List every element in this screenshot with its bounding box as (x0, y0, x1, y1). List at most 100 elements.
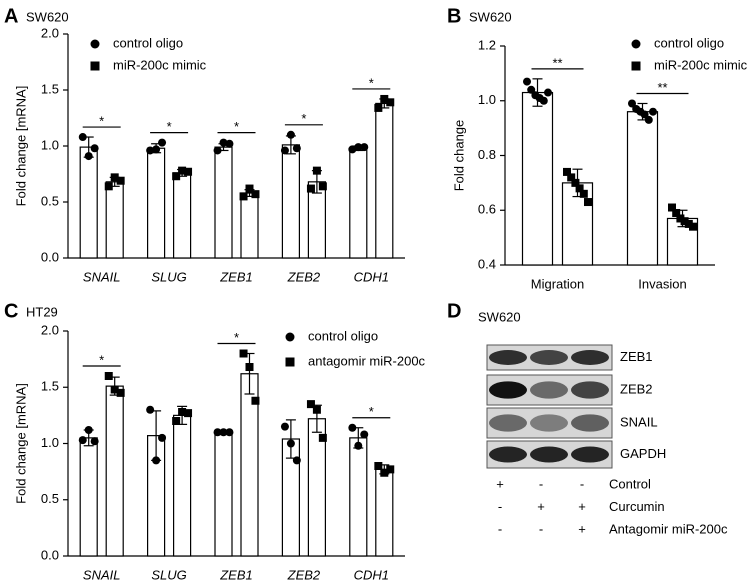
y-tick-label: 0.5 (41, 193, 59, 208)
data-point (245, 184, 254, 193)
data-point (318, 182, 327, 191)
panel-subtitle: HT29 (26, 304, 58, 319)
data-point (225, 139, 234, 148)
data-point (158, 433, 167, 442)
data-point (292, 144, 301, 153)
data-point (172, 417, 181, 425)
data-point (245, 363, 254, 371)
y-tick-label: 1.2 (478, 37, 496, 52)
data-point (90, 437, 99, 446)
data-point (84, 426, 93, 434)
blot-band (571, 381, 609, 399)
bar (173, 414, 192, 557)
bar (281, 144, 300, 259)
panel-label: B (447, 5, 461, 27)
data-point (225, 428, 234, 437)
bar (626, 111, 659, 266)
condition-mark: - (580, 476, 584, 491)
y-tick-label: 0.8 (478, 147, 496, 162)
data-point (292, 456, 301, 465)
condition-label: Antagomir miR-200c (609, 521, 728, 536)
data-point (374, 103, 383, 112)
data-point (649, 107, 657, 116)
legend-label: miR-200c mimic (113, 57, 207, 72)
blot-band (489, 414, 527, 432)
condition-mark: - (498, 499, 502, 514)
condition-mark: + (537, 499, 545, 514)
panel-subtitle: SW620 (469, 9, 512, 24)
data-point (628, 99, 636, 108)
blot-band (489, 381, 527, 399)
data-point (239, 349, 248, 358)
panel-subtitle: SW620 (478, 309, 521, 324)
legend-marker (631, 39, 641, 49)
significance-label: * (234, 119, 239, 134)
blot-band (571, 414, 609, 432)
y-tick-label: 1.0 (41, 435, 59, 450)
data-point (676, 214, 685, 223)
blot-band (530, 446, 568, 463)
data-point (178, 166, 187, 175)
data-point (84, 152, 93, 161)
x-tick-label: Invasion (638, 276, 686, 291)
data-point (354, 143, 363, 152)
data-point (527, 85, 536, 94)
bar (173, 172, 192, 259)
blot-band (489, 446, 527, 463)
y-axis-label: Fold change [mRNA] (13, 86, 28, 207)
data-point (640, 110, 649, 119)
x-tick-label: ZEB2 (287, 269, 321, 284)
data-point (219, 428, 228, 437)
data-point (571, 178, 580, 187)
significance-label: * (369, 404, 374, 419)
data-point (239, 192, 248, 201)
data-point (386, 465, 395, 474)
data-point (348, 423, 357, 432)
x-tick-label: SNAIL (83, 269, 121, 284)
blot-strip (486, 407, 613, 439)
x-tick-label: CDH1 (354, 269, 389, 284)
y-tick-label: 1.5 (41, 81, 59, 96)
data-point (668, 203, 676, 212)
data-point (374, 462, 383, 470)
legend-label: antagomir miR-200c (308, 353, 426, 368)
significance-label: * (99, 113, 104, 128)
condition-label: Control (609, 476, 651, 491)
blot-strip (486, 344, 613, 371)
condition-mark: - (539, 521, 543, 536)
data-point (689, 222, 697, 231)
data-point (178, 408, 187, 416)
legend-marker (90, 39, 100, 49)
data-point (544, 88, 552, 97)
data-point (312, 166, 321, 175)
bar (214, 146, 233, 259)
data-point (213, 146, 222, 155)
data-point (644, 115, 653, 124)
data-point (172, 172, 181, 181)
data-point (78, 133, 87, 142)
data-point (579, 189, 588, 198)
panel-subtitle: SW620 (26, 9, 69, 24)
blot-band (571, 350, 609, 365)
legend-label: control oligo (113, 35, 183, 50)
data-point (286, 439, 295, 448)
blot-band (530, 350, 568, 365)
data-point (184, 167, 193, 176)
blot-band (530, 381, 568, 399)
condition-mark: - (498, 521, 502, 536)
condition-mark: + (578, 499, 586, 514)
bar (147, 147, 166, 259)
y-tick-label: 0.5 (41, 491, 59, 506)
significance-label: * (369, 75, 374, 90)
y-tick-label: 1.0 (478, 92, 496, 107)
data-point (360, 143, 369, 152)
data-point (251, 190, 260, 199)
y-tick-label: 0.0 (41, 249, 59, 264)
x-tick-label: ZEB1 (219, 269, 253, 284)
data-point (360, 430, 369, 439)
bar (105, 181, 124, 259)
data-point (213, 428, 222, 437)
significance-label: ** (552, 55, 562, 70)
data-point (684, 219, 693, 228)
